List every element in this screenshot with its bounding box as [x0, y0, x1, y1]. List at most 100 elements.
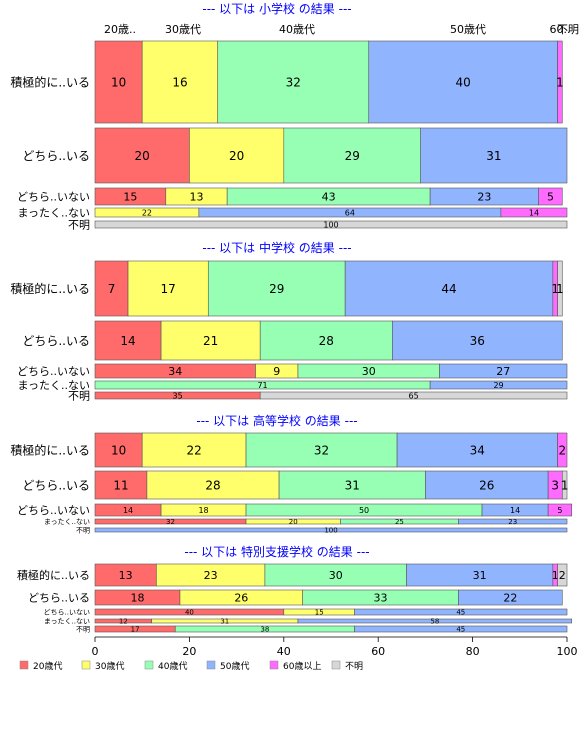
data-label: 35: [173, 391, 183, 400]
data-label: 40: [456, 75, 471, 89]
data-label: 33: [374, 591, 388, 604]
data-label: 34: [168, 365, 182, 378]
bar-segment: [354, 625, 568, 633]
data-label: 10: [111, 443, 126, 457]
bar-segment: [538, 187, 563, 206]
legend-label: 60歳以上: [283, 660, 321, 672]
legend-swatch: [269, 660, 279, 670]
bar-row: まったく..ない 32 20 25 23: [44, 518, 568, 526]
row-label: まったく..ない: [17, 206, 90, 219]
data-label: 58: [430, 618, 439, 626]
panel-title: --- 以下は 小学校 の結果 ---: [202, 1, 351, 16]
data-label: 22: [186, 443, 201, 457]
data-label: 45: [456, 609, 465, 617]
bar-row: どちら..いる 20 20 29 31: [22, 127, 568, 184]
legend-item: 40歳代: [144, 660, 187, 672]
bar-segment: [561, 470, 568, 500]
bar-segment: [94, 127, 190, 184]
data-label: 71: [257, 381, 267, 390]
panel-title: --- 以下は 高等学校 の結果 ---: [196, 413, 357, 428]
bar-segment: [425, 470, 549, 500]
bar-segment: [94, 470, 148, 500]
data-label: 3: [551, 478, 559, 492]
row-label: 不明: [76, 626, 90, 634]
bar-segment: [207, 260, 346, 317]
legend-item: 60歳以上: [269, 660, 321, 672]
data-label: 32: [286, 75, 301, 89]
bar-segment: [94, 220, 568, 229]
bar-segment: [259, 391, 568, 400]
data-label: 23: [477, 190, 491, 203]
bar-segment: [217, 40, 370, 124]
bar-segment: [278, 470, 426, 500]
row-label: どちら..いない: [44, 609, 90, 617]
bar-segment: [547, 503, 573, 517]
bar-row: まったく..ない 22 64 14: [17, 206, 568, 219]
bar-row: まったく..ない 12 31 58: [44, 618, 573, 626]
legend-swatch: [19, 660, 29, 670]
bar-row: 不明 100: [76, 527, 568, 535]
data-label: 36: [470, 334, 485, 348]
data-label: 31: [473, 569, 487, 582]
bar-segment: [439, 363, 568, 379]
legend-label: 不明: [345, 661, 363, 672]
series-top-label: 30歳代: [165, 23, 201, 36]
data-label: 5: [557, 506, 562, 515]
row-label: どちら..いない: [17, 190, 90, 203]
bar-segment: [368, 40, 558, 124]
data-label: 20: [289, 518, 298, 526]
bar-segment: [420, 127, 568, 184]
panel-0: --- 以下は 小学校 の結果 --- 積極的に..いる 10 16 32 40 1 どちら.…: [10, 1, 568, 231]
bar-row: 不明 35 65: [68, 389, 568, 402]
bar-segment: [94, 320, 162, 361]
data-label: 15: [123, 190, 137, 203]
data-label: 30: [362, 365, 376, 378]
data-label: 5: [547, 190, 554, 203]
bar-row: どちら..いない 15 13 43 23 5: [17, 187, 563, 206]
row-label: まったく..ない: [44, 518, 90, 526]
data-label: 1: [556, 282, 564, 296]
bar-row: どちら..いない 34 9 30 27: [17, 363, 568, 379]
data-label: 1: [561, 478, 569, 492]
bar-segment: [557, 432, 568, 468]
bar-row: どちら..いない 14 18 50 14 5: [17, 503, 573, 517]
data-label: 17: [161, 282, 176, 296]
data-label: 22: [142, 208, 152, 217]
data-label: 25: [395, 518, 404, 526]
data-label: 23: [508, 518, 517, 526]
panel-title: --- 以下は 特別支援学校 の結果 ---: [184, 544, 369, 559]
data-label: 31: [220, 618, 229, 626]
legend-label: 40歳代: [158, 660, 187, 672]
data-label: 31: [345, 478, 360, 492]
data-label: 17: [131, 626, 140, 634]
bar-segment: [392, 320, 563, 361]
legend-swatch: [81, 660, 91, 670]
data-label: 14: [529, 208, 539, 217]
bar-segment: [458, 518, 568, 525]
bar-segment: [245, 432, 398, 468]
bar-row: まったく..ない 71 29: [17, 379, 568, 392]
bar-row: どちら..いない 40 15 45: [44, 608, 568, 617]
data-label: 11: [113, 478, 128, 492]
series-top-label: 50歳代: [450, 23, 486, 36]
data-label: 1: [552, 569, 559, 582]
data-label: 64: [345, 208, 355, 217]
x-tick-label: 80: [466, 645, 480, 658]
bar-segment: [94, 527, 568, 533]
data-label: 29: [493, 381, 503, 390]
bar-segment: [297, 618, 573, 624]
panel-1: --- 以下は 中学校 の結果 ---積極的に..いる 7 17 29 44 11どちら.…: [10, 240, 568, 402]
row-label: 不明: [68, 218, 90, 231]
row-label: 積極的に..いる: [17, 568, 90, 582]
bar-segment: [127, 260, 209, 317]
bar-segment: [557, 260, 563, 317]
data-label: 7: [108, 282, 116, 296]
data-label: 32: [314, 443, 329, 457]
row-label: どちら..いる: [22, 149, 90, 163]
data-label: 10: [111, 75, 126, 89]
data-label: 18: [198, 506, 208, 515]
series-top-label: 60..: [550, 23, 571, 36]
bar-segment: [429, 380, 568, 390]
bar-segment: [354, 608, 568, 616]
row-label: どちら..いない: [17, 365, 90, 378]
